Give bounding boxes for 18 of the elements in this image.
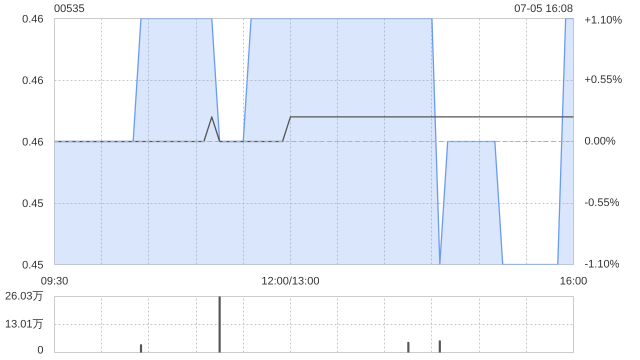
y-tick-label: 0 [37, 344, 44, 356]
y-tick-label: 26.03万 [4, 290, 44, 302]
y-tick-label: 0.46 [22, 75, 44, 87]
y-tick-label: 13.01万 [4, 318, 44, 331]
y-tick-label: 0.45 [22, 260, 44, 272]
y-tick-label: 0.46 [22, 136, 44, 148]
x-tick-label: 12:00/13:00 [261, 276, 320, 288]
text: 07-05 16:08 [514, 2, 573, 16]
y2-tick-label: +0.55% [584, 74, 622, 86]
x-tick-label: 09:30 [40, 276, 68, 288]
y-tick-label: 0.45 [22, 198, 44, 210]
x-tick-label: 16:00 [560, 276, 588, 288]
y2-tick-label: +1.10% [584, 14, 622, 26]
y-tick-label: 0.46 [22, 14, 44, 26]
y2-tick-label: -0.55% [584, 197, 620, 209]
chart-title: 00535 [54, 2, 85, 16]
y2-tick-label: -1.10% [584, 258, 620, 270]
y2-tick-label: 0.00% [584, 136, 616, 148]
